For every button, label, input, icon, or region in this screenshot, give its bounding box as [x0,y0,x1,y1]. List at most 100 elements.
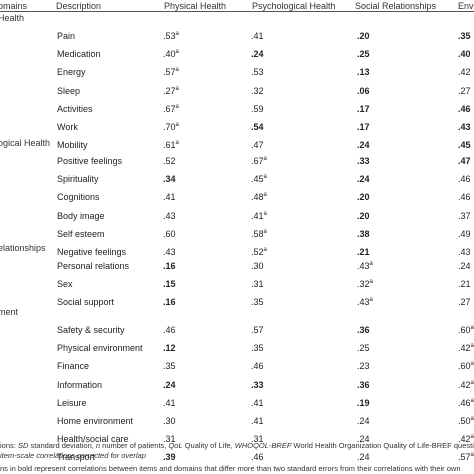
value-psych-number: .41 [251,211,264,221]
value-psych-number: .46 [251,452,264,462]
value-psych: .52a [251,246,267,258]
value-soc-number: .36 [357,380,370,390]
value-env: .57a [458,451,474,463]
value-env-number: .24 [458,261,471,271]
value-soc-number: .43 [357,261,370,271]
footnote-part: Quality of Life, [182,441,235,450]
value-phys: .40a [163,48,179,60]
value-psych: .58a [251,228,267,240]
value-phys: .16 [163,296,176,308]
value-phys: .70a [163,121,179,133]
superscript-marker: a [470,343,474,349]
value-env: .45 [458,139,471,151]
value-soc: .25 [357,48,370,60]
footnote-part: QoL [168,441,183,450]
value-soc: .25 [357,342,370,354]
value-phys: .34 [163,173,176,185]
value-psych: .32 [251,85,264,97]
superscript-marker: a [175,140,179,146]
value-phys: .31 [163,433,176,445]
value-phys: .61a [163,139,179,151]
value-env-number: .37 [458,211,471,221]
value-soc: .13 [357,66,370,78]
value-env: .24 [458,260,471,272]
value-phys-number: .27 [163,86,176,96]
value-env: .49 [458,228,471,240]
value-soc-number: .33 [357,156,370,166]
value-env-number: .46 [458,174,471,184]
value-soc-number: .20 [357,31,370,41]
row-description: Spirituality [57,174,99,184]
row-description: Mobility [57,140,88,150]
superscript-marker: a [263,192,267,198]
footnote-part: ions: [0,441,18,450]
superscript-marker: a [175,122,179,128]
superscript-marker: a [369,261,373,267]
value-psych-number: .67 [251,156,264,166]
value-psych-number: .45 [251,174,264,184]
value-soc: .32a [357,278,373,290]
value-soc: .38 [357,228,370,240]
value-phys-number: .24 [163,380,176,390]
value-psych-number: .57 [251,325,264,335]
row-description: Self esteem [57,229,105,239]
value-env: .50a [458,415,474,427]
value-psych-number: .59 [251,104,264,114]
value-env: .46a [458,397,474,409]
value-env: .27 [458,296,471,308]
value-soc-number: .20 [357,192,370,202]
value-env: .42 [458,66,471,78]
header-description: Description [56,1,102,11]
value-phys: .46 [163,324,176,336]
superscript-marker: a [470,325,474,331]
value-phys-number: .57 [163,67,176,77]
value-env: .43 [458,121,471,133]
value-psych: .54 [251,121,264,133]
superscript-marker: a [470,361,474,367]
value-phys-number: .35 [163,361,176,371]
value-soc: .43a [357,296,373,308]
value-env-number: .46 [458,104,471,114]
value-soc-number: .24 [357,434,370,444]
header-social-relationships: Social Relationships [355,1,437,11]
value-soc-number: .24 [357,174,370,184]
value-phys: .41 [163,397,176,409]
value-env-number: .43 [458,247,471,257]
value-soc: .20 [357,30,370,42]
value-soc: .33 [357,155,370,167]
value-phys: .27a [163,85,179,97]
row-description: Negative feelings [57,247,127,257]
section-label: ogical Health [0,138,51,148]
value-phys-number: .46 [163,325,176,335]
value-env: .37 [458,210,471,222]
value-soc: .06 [357,85,370,97]
row-description: Social support [57,297,115,307]
value-soc-number: .23 [357,361,370,371]
value-psych-number: .32 [251,86,264,96]
value-env-number: .35 [458,31,471,41]
value-phys: .67a [163,103,179,115]
section-label: Health [0,13,25,23]
value-phys-number: .70 [163,122,176,132]
value-psych-number: .33 [251,380,264,390]
value-phys: .15 [163,278,176,290]
value-env-number: .42 [458,434,471,444]
row-description: Health/social care [57,434,129,444]
value-phys-number: .31 [163,434,176,444]
value-psych: .45a [251,173,267,185]
value-psych-number: .30 [251,261,264,271]
value-psych-number: .31 [251,434,264,444]
value-phys-number: .40 [163,49,176,59]
value-phys-number: .43 [163,211,176,221]
value-psych: .67a [251,155,267,167]
footnote-part: World Health Organization Quality of Lif… [291,441,474,450]
superscript-marker: a [470,452,474,458]
value-env-number: .42 [458,67,471,77]
row-description: Personal relations [57,261,130,271]
value-psych: .41 [251,397,264,409]
value-psych-number: .41 [251,31,264,41]
value-env: .46 [458,173,471,185]
value-soc: .24 [357,451,370,463]
value-psych-number: .46 [251,361,264,371]
value-soc: .24 [357,173,370,185]
